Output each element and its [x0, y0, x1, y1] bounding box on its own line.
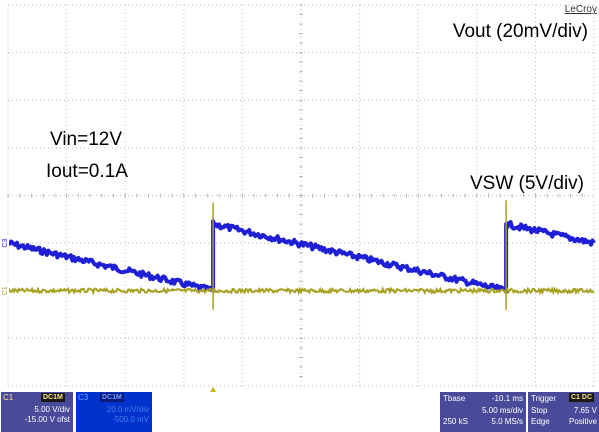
c3-panel[interactable]: C3 DC1M 20.0 mV/div -500.0 mV	[76, 392, 152, 432]
trigger-mode: Stop	[531, 406, 548, 415]
c3-coupling-badge: DC1M	[100, 393, 124, 402]
trigger-slope: Positive	[568, 417, 597, 426]
vout-trace	[7, 219, 596, 294]
c1-offset: -15.00 V ofst	[24, 415, 70, 424]
status-bar: C1 DC1M 5.00 V/div -15.00 V ofst C3 DC1M…	[0, 392, 599, 432]
vsw-series-label: VSW (5V/div)	[470, 173, 584, 194]
c3-label: C3	[78, 393, 89, 402]
c1-channel-marker-text: C1	[2, 286, 9, 295]
vin-annotation: Vin=12V	[50, 129, 122, 150]
timebase-tdiv: 5.00 ms/div	[482, 406, 523, 415]
trigger-panel[interactable]: Trigger C1 DC Stop 7.65 V Edge Positive	[528, 392, 599, 432]
traces	[7, 200, 596, 310]
trigger-label: Trigger	[531, 394, 557, 403]
timebase-delay: -10.1 ms	[491, 394, 523, 403]
c3-channel-marker-text: C3	[2, 239, 9, 248]
trigger-position-marker[interactable]	[210, 387, 217, 392]
timebase-rate: 5.0 MS/s	[491, 417, 523, 426]
c3-vdiv: 20.0 mV/div	[106, 405, 149, 414]
c1-panel[interactable]: C1 DC1M 5.00 V/div -15.00 V ofst	[1, 392, 73, 432]
c3-offset: -500.0 mV	[112, 415, 149, 424]
iout-annotation: Iout=0.1A	[46, 161, 128, 182]
c3-channel-marker-bg	[0, 237, 9, 250]
vout-series-label: Vout (20mV/div)	[453, 21, 588, 42]
timebase-label: Tbase	[443, 394, 466, 403]
trigger-level: 7.65 V	[573, 406, 597, 415]
vsw-trace	[7, 285, 595, 296]
c1-coupling-badge: DC1M	[41, 393, 65, 402]
trigger-source-badge: C1 DC	[569, 393, 595, 402]
markers: C3 C1	[0, 237, 217, 392]
trigger-type: Edge	[531, 417, 550, 426]
timebase-panel[interactable]: Tbase -10.1 ms 5.00 ms/div 250 kS 5.0 MS…	[440, 392, 526, 432]
grid	[7, 4, 595, 387]
c1-vdiv: 5.00 V/div	[34, 405, 70, 414]
timebase-samples: 250 kS	[443, 417, 468, 426]
c1-channel-marker[interactable]: C1	[0, 284, 9, 297]
brand-logo: LeCroy	[565, 4, 597, 15]
c3-channel-marker[interactable]: C3	[0, 237, 9, 250]
c1-channel-marker-bg	[0, 284, 9, 297]
c1-label: C1	[3, 393, 14, 402]
